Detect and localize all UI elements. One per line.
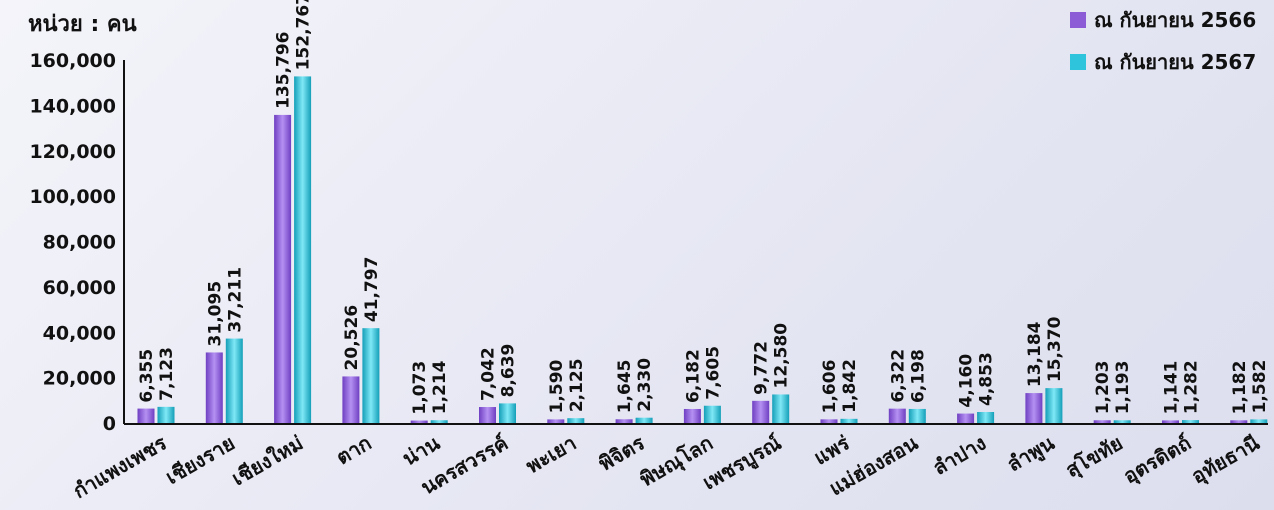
- value-label: 31,095: [205, 281, 225, 347]
- y-tick-label: 100,000: [29, 186, 116, 208]
- value-label: 2,125: [567, 358, 587, 412]
- bar-2566: [888, 408, 906, 423]
- legend: ณ กันยายน 2566 ณ กันยายน 2567: [1070, 6, 1256, 90]
- bar-2567: [225, 338, 243, 423]
- category-label: ลำปาง: [929, 431, 991, 480]
- category-label: น่าน: [398, 430, 444, 470]
- bar-2567: [294, 76, 312, 424]
- y-tick-label: 160,000: [29, 50, 116, 72]
- value-label: 1,590: [547, 359, 567, 413]
- bar-2567: [1250, 419, 1268, 423]
- value-label: 152,767: [294, 0, 314, 70]
- y-tick-label: 80,000: [43, 232, 116, 254]
- value-label: 41,797: [362, 257, 382, 323]
- y-tick-label: 60,000: [43, 277, 116, 299]
- category-label: อุตรดิตถ์: [1119, 431, 1195, 490]
- category-label: ตาก: [332, 431, 375, 470]
- bar-2566: [1162, 420, 1179, 423]
- bar-2566: [683, 408, 701, 423]
- value-label: 6,182: [683, 349, 703, 403]
- value-label: 37,211: [225, 267, 245, 333]
- value-label: 1,842: [840, 359, 860, 413]
- bar-2567: [1113, 420, 1131, 423]
- bar-2566: [1230, 420, 1248, 423]
- value-label: 7,123: [157, 347, 177, 401]
- bar-2567: [635, 417, 653, 423]
- bar-2567: [1182, 420, 1199, 423]
- value-label: 13,184: [1025, 321, 1045, 387]
- value-label: 1,282: [1182, 360, 1202, 414]
- value-label: 6,322: [888, 349, 908, 403]
- bar-2567: [430, 420, 448, 423]
- y-tick-label: 40,000: [43, 322, 116, 344]
- value-label: 1,203: [1093, 360, 1113, 414]
- value-label: 15,370: [1045, 316, 1065, 382]
- value-label: 1,141: [1162, 361, 1182, 415]
- category-label: เชียงราย: [161, 431, 238, 490]
- y-tick-label: 140,000: [29, 95, 116, 117]
- bar-2566: [615, 419, 633, 423]
- category-label: กำแพงเพชร: [69, 430, 171, 503]
- bar-2566: [410, 420, 428, 423]
- unit-label: หน่วย : คน: [28, 12, 137, 37]
- bar-2567: [908, 408, 926, 423]
- value-label: 6,355: [137, 349, 157, 403]
- bar-2567: [362, 328, 380, 423]
- value-label: 1,606: [820, 360, 840, 414]
- category-label: เชียงใหม่: [228, 431, 308, 491]
- value-label: 1,182: [1230, 361, 1250, 415]
- value-label: 2,330: [635, 358, 655, 412]
- legend-swatch-2567: [1070, 54, 1086, 70]
- value-label: 7,042: [479, 347, 499, 401]
- bar-2566: [274, 114, 292, 423]
- bar-2566: [752, 400, 770, 423]
- bar-2566: [1025, 393, 1043, 423]
- legend-label-2567: ณ กันยายน 2567: [1094, 50, 1257, 74]
- bar-2567: [772, 394, 790, 423]
- bar-2567: [977, 411, 995, 423]
- bar-2566: [820, 419, 838, 423]
- y-tick-label: 120,000: [29, 141, 116, 163]
- bar-2567: [567, 418, 585, 423]
- category-label: พะเยา: [522, 431, 581, 479]
- bar-2566: [137, 408, 155, 423]
- bar-2567: [703, 405, 721, 423]
- value-label: 1,073: [410, 361, 430, 415]
- category-label: อุทัยธานี: [1187, 430, 1264, 489]
- category-label: ลำพูน: [1003, 430, 1060, 478]
- value-label: 6,198: [908, 349, 928, 403]
- value-label: 20,526: [342, 305, 362, 371]
- value-label: 1,645: [615, 359, 635, 413]
- value-label: 8,639: [499, 344, 519, 398]
- bar-2566: [547, 419, 565, 423]
- category-label: เพชรบูรณ์: [698, 430, 786, 496]
- value-label: 135,796: [274, 31, 294, 108]
- bar-2566: [1093, 420, 1111, 423]
- bar-2567: [499, 403, 516, 423]
- value-label: 4,160: [957, 354, 977, 408]
- bar-2566: [342, 376, 360, 423]
- value-label: 1,582: [1250, 360, 1270, 414]
- value-label: 12,580: [772, 323, 792, 389]
- value-label: 1,214: [430, 360, 450, 414]
- bar-2566: [479, 407, 496, 423]
- value-label: 4,853: [977, 352, 997, 406]
- legend-item-2567: ณ กันยายน 2567: [1070, 48, 1256, 76]
- legend-item-2566: ณ กันยายน 2566: [1070, 6, 1256, 34]
- bar-2566: [205, 352, 223, 423]
- legend-label-2566: ณ กันยายน 2566: [1094, 8, 1257, 32]
- category-label: แพร่: [810, 430, 854, 469]
- bar-2566: [957, 413, 975, 423]
- value-label: 7,605: [703, 346, 723, 400]
- value-label: 9,772: [752, 341, 772, 395]
- value-label: 1,193: [1113, 361, 1133, 415]
- bar-2567: [157, 406, 175, 423]
- category-label: สุโขทัย: [1061, 431, 1127, 483]
- y-tick-label: 20,000: [43, 368, 116, 390]
- bar-2567: [840, 418, 858, 423]
- y-tick-label: 0: [103, 413, 116, 435]
- bar-2567: [1045, 388, 1063, 423]
- legend-swatch-2566: [1070, 12, 1086, 28]
